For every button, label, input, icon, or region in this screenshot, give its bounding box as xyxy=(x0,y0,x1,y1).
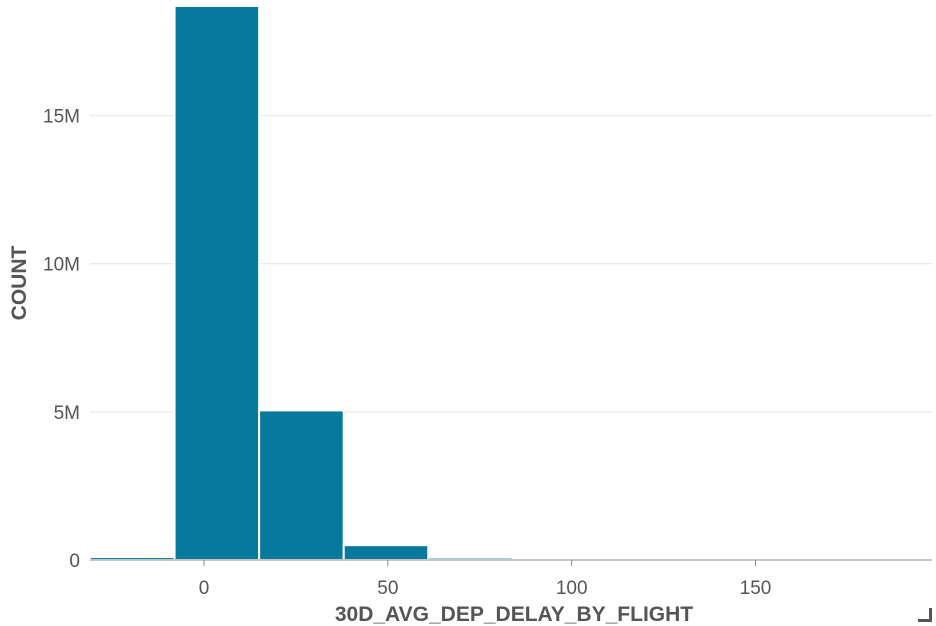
y-tick-label: 0 xyxy=(69,551,80,572)
histogram-bars xyxy=(89,5,934,562)
resize-handle[interactable] xyxy=(918,608,932,622)
y-axis-title: COUNT xyxy=(8,246,31,321)
y-tick-label: 15M xyxy=(43,107,80,128)
y-tick-label: 5M xyxy=(54,403,80,424)
axes xyxy=(90,559,932,566)
histogram-bar[interactable] xyxy=(173,5,261,561)
x-tick-label: 0 xyxy=(199,578,210,599)
x-tick-label: 50 xyxy=(377,578,398,599)
histogram-bar[interactable] xyxy=(342,544,430,562)
x-axis-title: 30D_AVG_DEP_DELAY_BY_FLIGHT xyxy=(335,603,693,626)
histogram-bar[interactable] xyxy=(258,409,345,561)
tick-labels: 0 5M 10M 15M 0 50 100 150 xyxy=(43,107,771,599)
x-tick-label: 150 xyxy=(740,578,772,599)
x-tick-label: 100 xyxy=(556,578,588,599)
y-tick-label: 10M xyxy=(43,255,80,276)
